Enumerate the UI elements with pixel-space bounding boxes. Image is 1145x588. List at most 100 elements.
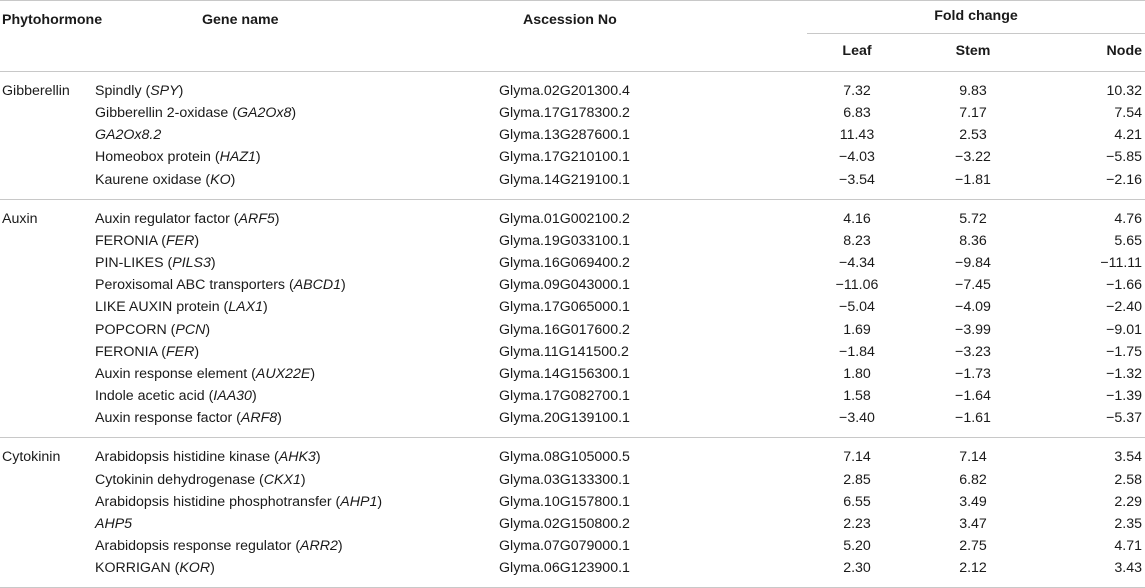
gene-name-cell: Auxin response factor (ARF8) (95, 407, 499, 438)
header-node: Node (1031, 38, 1145, 72)
node-value-cell: 4.76 (1114, 210, 1143, 227)
gene-symbol: FER (165, 343, 195, 360)
node-value-cell: −1.66 (1106, 277, 1143, 294)
stem-value-cell: −1.64 (955, 388, 991, 405)
table-row: Homeobox protein (HAZ1) Glyma.17G210100.1… (0, 146, 1145, 168)
gene-name-cell: Kaurene oxidase (KO) (95, 169, 499, 200)
gene-name-close: ) (291, 105, 297, 122)
gene-name-cell: Indole acetic acid (IAA30) (95, 385, 499, 407)
accession-cell: Glyma.17G082700.1 (499, 388, 630, 405)
gene-symbol: AHP1 (340, 493, 378, 510)
gene-name-close: ) (205, 321, 211, 338)
table-row: POPCORN (PCN) Glyma.16G017600.2 1.69 −3.99−… (0, 319, 1145, 341)
phytohormone-cell (0, 319, 95, 341)
leaf-value-cell: 2.23 (843, 515, 871, 532)
table-row: Arabidopsis histidine phosphotransfer (A… (0, 491, 1145, 513)
table-row: FERONIA (FER) Glyma.11G141500.2 −1.84 −3.23… (0, 341, 1145, 363)
stem-value-cell: −7.45 (955, 277, 991, 294)
leaf-value-cell: 11.43 (839, 127, 875, 144)
leaf-value-cell: 1.80 (843, 365, 871, 382)
leaf-value-cell: 7.32 (843, 83, 871, 99)
stem-value-cell: −3.22 (955, 149, 991, 166)
header-fold-change: Fold change (799, 1, 1145, 39)
table-row: Peroxisomal ABC transporters (ABCD1) Glym… (0, 274, 1145, 296)
gene-name-text: Arabidopsis histidine kinase ( (95, 449, 279, 466)
accession-cell: Glyma.06G123900.1 (499, 560, 630, 577)
gene-symbol: ARR2 (300, 538, 338, 555)
gene-name-close: ) (230, 171, 236, 188)
node-value-cell: −11.11 (1100, 255, 1143, 272)
gene-name-close: ) (194, 232, 200, 249)
gene-symbol: ABCD1 (293, 277, 342, 294)
gene-name-text: Auxin response element ( (95, 365, 256, 382)
leaf-value-cell: 7.14 (843, 449, 871, 466)
stem-value-cell: −1.81 (955, 171, 991, 188)
table-row: Kaurene oxidase (KO) Glyma.14G219100.1 −3.… (0, 169, 1145, 200)
gene-symbol: KOR (179, 560, 211, 577)
phytohormone-cell (0, 513, 95, 535)
table-row: Cytokinin dehydrogenase (CKX1) Glyma.03G1… (0, 468, 1145, 490)
gene-symbol: GA2Ox8.2 (95, 127, 162, 144)
gene-name-cell: Peroxisomal ABC transporters (ABCD1) (95, 274, 499, 296)
node-value-cell: −5.37 (1106, 410, 1143, 427)
leaf-value-cell: −11.06 (835, 277, 879, 294)
table-row: Arabidopsis response regulator (ARR2) Gly… (0, 535, 1145, 557)
leaf-value-cell: 1.58 (843, 388, 871, 405)
table-row: Indole acetic acid (IAA30) Glyma.17G08270… (0, 385, 1145, 407)
gene-name-text: Indole acetic acid ( (95, 388, 214, 405)
node-value-cell: 2.35 (1114, 515, 1143, 532)
gene-name-text: LIKE AUXIN protein ( (95, 299, 229, 316)
stem-value-cell: 7.17 (959, 105, 987, 122)
gene-name-text: KORRIGAN ( (95, 560, 180, 577)
node-value-cell: 2.29 (1114, 493, 1143, 510)
stem-value-cell: −4.09 (955, 299, 991, 316)
node-value-cell: −1.32 (1106, 365, 1143, 382)
leaf-value-cell: −4.03 (839, 149, 875, 166)
accession-cell: Glyma.14G219100.1 (499, 171, 630, 188)
phytohormone-cell (0, 274, 95, 296)
node-value-cell: 2.58 (1114, 471, 1143, 488)
stem-value-cell: 7.14 (959, 449, 987, 466)
gene-name-close: ) (251, 388, 257, 405)
gene-name-text: Gibberellin 2-oxidase ( (95, 105, 237, 122)
header-leaf: Leaf (799, 38, 915, 72)
gene-symbol: KO (210, 171, 231, 188)
phytohormone-cell: Cytokinin (2, 449, 61, 466)
gene-symbol: SPY (150, 83, 179, 99)
gene-name-text: Homeobox protein ( (95, 149, 220, 166)
header-phytohormone: Phytohormone (0, 0, 102, 72)
gene-name-close: ) (277, 410, 282, 427)
accession-cell: Glyma.02G201300.4 (499, 83, 630, 99)
table-row: KORRIGAN (KOR) Glyma.06G123900.1 2.30 2.12 3… (0, 557, 1145, 588)
node-value-cell: 5.65 (1114, 232, 1143, 249)
node-value-cell: −1.39 (1106, 388, 1143, 405)
gene-symbol: CKX1 (263, 471, 301, 488)
gene-name-close: ) (194, 343, 200, 360)
node-value-cell: −5.85 (1106, 149, 1143, 166)
accession-cell: Glyma.08G105000.5 (499, 449, 630, 466)
gene-name-close: ) (255, 149, 261, 166)
gene-symbol: ARF5 (238, 210, 275, 227)
leaf-value-cell: −3.40 (839, 410, 875, 427)
node-value-cell: −2.16 (1106, 171, 1143, 188)
accession-cell: Glyma.09G043000.1 (499, 277, 630, 294)
gene-name-cell: Auxin response element (AUX22E) (95, 363, 499, 385)
gene-symbol: PCN (175, 321, 206, 338)
table-row: AHP5 Glyma.02G150800.2 2.23 3.47 2.35 (0, 513, 1145, 535)
phytohormone-cell (0, 146, 95, 168)
phytohormone-cell: Gibberellin (2, 83, 70, 99)
gene-symbol: IAA30 (213, 388, 252, 405)
node-value-cell: 3.54 (1114, 449, 1143, 466)
gene-name-cell: AHP5 (95, 513, 499, 535)
gene-symbol: AHK3 (278, 449, 316, 466)
gene-name-close: ) (377, 493, 383, 510)
gene-name-text: Cytokinin dehydrogenase ( (95, 471, 264, 488)
gene-name-cell: Arabidopsis response regulator (ARR2) (95, 535, 499, 557)
accession-cell: Glyma.14G156300.1 (499, 365, 630, 382)
stem-value-cell: 2.12 (959, 560, 987, 577)
accession-cell: Glyma.17G210100.1 (499, 149, 630, 166)
stem-value-cell: −3.23 (955, 343, 991, 360)
phytohormone-cell: Auxin (2, 210, 38, 227)
gene-symbol: LAX1 (228, 299, 263, 316)
node-value-cell: −9.01 (1106, 321, 1143, 338)
